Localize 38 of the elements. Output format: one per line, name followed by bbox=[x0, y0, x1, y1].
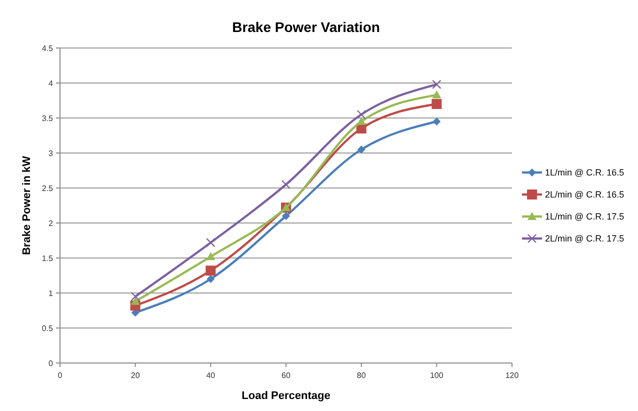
point bbox=[357, 146, 366, 154]
y-tick-label: 3 bbox=[48, 148, 54, 158]
point bbox=[206, 266, 216, 276]
point bbox=[356, 110, 366, 120]
point bbox=[130, 296, 140, 305]
y-tick-label: 3.5 bbox=[42, 114, 54, 123]
point bbox=[432, 99, 442, 109]
point bbox=[281, 180, 291, 190]
y-tick-label: 0 bbox=[48, 358, 54, 368]
point bbox=[130, 292, 140, 302]
point bbox=[206, 275, 215, 283]
legend-label: 1L/min @ C.R. 16.5 bbox=[545, 168, 624, 178]
point bbox=[432, 118, 441, 126]
point bbox=[432, 90, 442, 98]
y-tick-label: 4.5 bbox=[42, 44, 54, 53]
y-tick-label: 4 bbox=[48, 78, 54, 88]
legend-label: 1L/min @ C.R. 17.5 bbox=[545, 212, 624, 222]
y-tick-label: 0.5 bbox=[42, 324, 54, 333]
x-axis-title: Load Percentage bbox=[242, 390, 330, 402]
x-tick-label: 100 bbox=[430, 371, 444, 380]
point bbox=[206, 238, 216, 248]
x-tick-label: 80 bbox=[356, 371, 366, 380]
point bbox=[282, 212, 290, 220]
legend-label: 2L/min @ C.R. 16.5 bbox=[545, 190, 624, 200]
point bbox=[432, 80, 442, 89]
y-axis-title: Brake Power in kW bbox=[21, 155, 33, 256]
x-tick-label: 0 bbox=[58, 371, 63, 380]
y-tick-label: 1.5 bbox=[42, 254, 54, 263]
y-tick-label: 1 bbox=[48, 288, 54, 298]
y-tick-label: 2.5 bbox=[42, 184, 54, 193]
x-tick-label: 120 bbox=[505, 371, 520, 380]
chart-title: Brake Power Variation bbox=[232, 19, 380, 35]
x-tick-label: 60 bbox=[282, 371, 291, 380]
y-tick-label: 2 bbox=[48, 218, 54, 228]
point bbox=[206, 252, 216, 260]
x-tick-label: 40 bbox=[206, 371, 216, 380]
legend-label: 2L/min @ C.R. 17.5 bbox=[545, 234, 624, 244]
x-tick-label: 20 bbox=[130, 371, 140, 380]
